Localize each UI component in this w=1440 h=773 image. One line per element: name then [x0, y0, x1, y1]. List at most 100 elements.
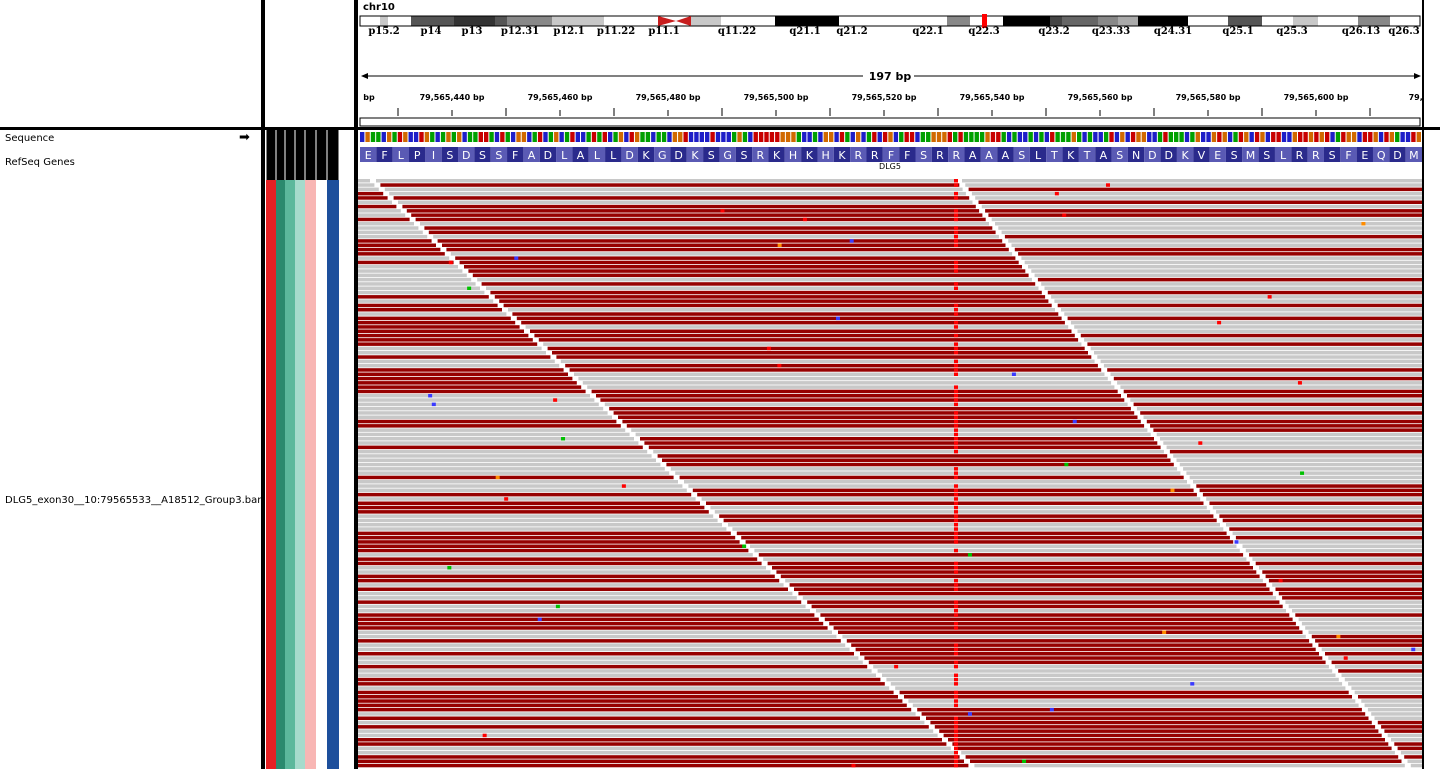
variant-mark [954, 755, 958, 759]
base-mark [1351, 132, 1357, 142]
ideogram-band-label: q22.1 [912, 26, 944, 37]
read [358, 432, 630, 437]
variant-mark [954, 690, 958, 695]
variant-mark [954, 368, 958, 372]
read [886, 677, 1339, 682]
read [358, 462, 661, 467]
amino-acid-letter: E [1361, 149, 1368, 162]
read [358, 518, 718, 523]
read [420, 222, 989, 226]
read [486, 286, 1039, 290]
read [1183, 467, 1422, 471]
read [358, 329, 524, 333]
panel-divider[interactable] [261, 0, 265, 769]
read [358, 682, 885, 686]
variant-mark [954, 239, 958, 243]
read [1004, 234, 1422, 239]
read [609, 406, 1131, 411]
read [358, 437, 634, 441]
variant-mark [954, 488, 958, 493]
amino-acid-cell [1078, 147, 1096, 162]
read [1087, 342, 1422, 346]
read [1117, 381, 1422, 385]
attribute-columns[interactable] [265, 0, 354, 769]
base-mark [969, 132, 974, 142]
base-mark [780, 132, 785, 142]
base-mark [559, 132, 564, 142]
base-mark [839, 132, 845, 142]
amino-acid-cell [654, 147, 671, 162]
mismatch-mark [777, 363, 782, 368]
attr-header-cell [276, 130, 285, 180]
read [525, 325, 1069, 329]
read [1371, 712, 1422, 716]
mismatch-mark [1300, 471, 1305, 475]
base-mark [1362, 132, 1368, 142]
bam-track-name[interactable]: DLG5_exon30__10:79565533__A18512_Group3.… [5, 495, 267, 506]
read [692, 488, 1194, 493]
read [785, 578, 1263, 583]
read [358, 673, 876, 677]
alignment-reads[interactable] [358, 179, 1424, 769]
read [1146, 419, 1422, 424]
panel-divider-2[interactable] [354, 0, 358, 769]
base-mark [834, 132, 839, 142]
read [358, 475, 674, 480]
read [358, 574, 775, 579]
gene-name-label: DLG5 [879, 162, 901, 171]
refseq-track-name[interactable]: RefSeq Genes [5, 157, 75, 168]
variant-mark [954, 308, 958, 312]
read [728, 523, 1220, 527]
read [358, 669, 872, 673]
variant-mark [954, 467, 958, 471]
amino-acid-letter: H [789, 149, 797, 162]
base-mark [1044, 132, 1050, 142]
read [358, 712, 916, 716]
variant-mark [954, 492, 958, 497]
base-mark [1217, 132, 1222, 142]
base-mark [1006, 132, 1012, 142]
ruler-arrow-left [361, 73, 368, 79]
amino-acid-letter: D [544, 149, 552, 162]
chromosome-ideogram[interactable] [358, 14, 1424, 40]
base-mark [392, 132, 397, 142]
read [1272, 583, 1422, 587]
read [358, 338, 533, 342]
read [754, 548, 1240, 553]
read [1384, 729, 1422, 733]
read [968, 187, 1422, 192]
amino-acid-cell [360, 147, 377, 162]
base-mark [1152, 132, 1157, 142]
read [956, 746, 1392, 751]
read [358, 613, 815, 617]
data-panel[interactable]: chr10 p15.2 p14 p13 p12.31 p12.1 p11.22 p11.1 q… [358, 0, 1424, 769]
read [943, 733, 1382, 738]
base-mark [1400, 132, 1405, 142]
attr-header-cell [295, 130, 305, 180]
base-mark [656, 132, 661, 142]
variant-mark [954, 342, 958, 346]
ruler-tick-label: 79,565,560 bp [1067, 93, 1133, 102]
read [904, 695, 1352, 699]
strand-arrow-icon[interactable]: ➡ [239, 130, 250, 145]
ruler[interactable] [358, 70, 1424, 130]
ideogram-band [721, 16, 751, 26]
amino-acid-letter: P [414, 149, 421, 162]
sequence-track-name[interactable]: Sequence [5, 133, 55, 144]
amino-acid-letter: D [625, 149, 633, 162]
base-mark [591, 132, 597, 142]
read [794, 587, 1270, 591]
mismatch-mark [1190, 682, 1195, 686]
base-mark [672, 132, 678, 142]
read [741, 535, 1230, 540]
base-mark [548, 132, 554, 142]
read [415, 217, 986, 222]
read [653, 449, 1164, 454]
base-mark [1147, 132, 1152, 142]
amino-acid-letter: F [512, 149, 518, 162]
variant-mark [954, 196, 958, 200]
base-mark [812, 132, 818, 142]
read [701, 497, 1201, 501]
base-mark [602, 132, 607, 142]
